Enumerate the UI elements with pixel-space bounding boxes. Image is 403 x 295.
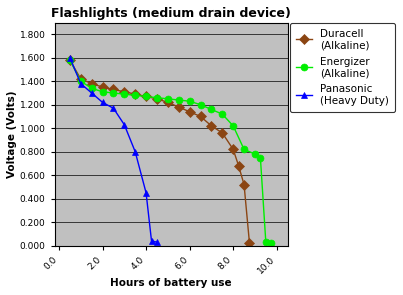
Panasonic
(Heavy Duty) [122, 123, 127, 127]
Duracell
(Alkaline) [198, 115, 203, 118]
Duracell
(Alkaline) [133, 92, 137, 96]
Energizer
(Alkaline) [264, 240, 268, 244]
Duracell
(Alkaline) [165, 101, 170, 104]
Energizer
(Alkaline) [67, 58, 72, 62]
Energizer
(Alkaline) [177, 98, 181, 102]
Duracell
(Alkaline) [67, 58, 72, 62]
Energizer
(Alkaline) [269, 242, 274, 245]
Panasonic
(Heavy Duty) [78, 82, 83, 85]
Panasonic
(Heavy Duty) [154, 240, 159, 244]
Energizer
(Alkaline) [258, 156, 263, 159]
Energizer
(Alkaline) [154, 96, 159, 99]
Duracell
(Alkaline) [209, 124, 214, 128]
Duracell
(Alkaline) [78, 77, 83, 81]
Energizer
(Alkaline) [100, 90, 105, 94]
Title: Flashlights (medium drain device): Flashlights (medium drain device) [51, 7, 291, 20]
Energizer
(Alkaline) [187, 99, 192, 103]
Panasonic
(Heavy Duty) [133, 150, 137, 153]
Legend: Duracell
(Alkaline), Energizer
(Alkaline), Panasonic
(Heavy Duty): Duracell (Alkaline), Energizer (Alkaline… [290, 22, 395, 112]
Duracell
(Alkaline) [236, 164, 241, 168]
Duracell
(Alkaline) [154, 97, 159, 101]
Energizer
(Alkaline) [111, 91, 116, 95]
Panasonic
(Heavy Duty) [111, 106, 116, 110]
Energizer
(Alkaline) [133, 94, 137, 97]
Duracell
(Alkaline) [122, 90, 127, 94]
Energizer
(Alkaline) [165, 97, 170, 101]
Energizer
(Alkaline) [231, 124, 236, 128]
Energizer
(Alkaline) [143, 95, 148, 98]
Energizer
(Alkaline) [242, 148, 247, 151]
Duracell
(Alkaline) [242, 183, 247, 186]
Duracell
(Alkaline) [89, 82, 94, 85]
Energizer
(Alkaline) [220, 112, 225, 116]
Line: Panasonic
(Heavy Duty): Panasonic (Heavy Duty) [66, 54, 160, 246]
Energizer
(Alkaline) [209, 108, 214, 111]
Panasonic
(Heavy Duty) [100, 101, 105, 104]
Duracell
(Alkaline) [100, 85, 105, 89]
Energizer
(Alkaline) [89, 86, 94, 90]
Y-axis label: Voltage (Volts): Voltage (Volts) [7, 90, 17, 178]
Panasonic
(Heavy Duty) [67, 56, 72, 60]
Duracell
(Alkaline) [231, 148, 236, 151]
Panasonic
(Heavy Duty) [149, 239, 154, 243]
X-axis label: Hours of battery use: Hours of battery use [110, 278, 232, 288]
Energizer
(Alkaline) [78, 79, 83, 83]
Line: Duracell
(Alkaline): Duracell (Alkaline) [66, 57, 253, 247]
Energizer
(Alkaline) [198, 103, 203, 106]
Duracell
(Alkaline) [177, 105, 181, 109]
Duracell
(Alkaline) [187, 110, 192, 114]
Panasonic
(Heavy Duty) [89, 91, 94, 95]
Energizer
(Alkaline) [122, 92, 127, 96]
Energizer
(Alkaline) [253, 152, 258, 156]
Duracell
(Alkaline) [143, 95, 148, 98]
Panasonic
(Heavy Duty) [143, 191, 148, 195]
Duracell
(Alkaline) [247, 242, 252, 245]
Duracell
(Alkaline) [220, 131, 225, 135]
Duracell
(Alkaline) [111, 88, 116, 91]
Line: Energizer
(Alkaline): Energizer (Alkaline) [66, 57, 275, 247]
